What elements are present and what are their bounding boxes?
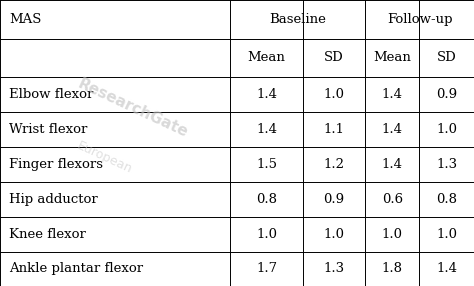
- Text: 1.0: 1.0: [436, 228, 457, 241]
- Text: 1.3: 1.3: [436, 158, 457, 171]
- Text: 1.0: 1.0: [256, 228, 277, 241]
- Text: 1.4: 1.4: [382, 158, 403, 171]
- Text: 1.5: 1.5: [256, 158, 277, 171]
- Text: ResearchGate: ResearchGate: [75, 77, 190, 141]
- Text: Follow-up: Follow-up: [387, 13, 452, 26]
- Text: SD: SD: [437, 51, 456, 64]
- Text: European: European: [74, 139, 134, 176]
- Text: Hip adductor: Hip adductor: [9, 193, 98, 206]
- Text: 1.4: 1.4: [256, 88, 277, 101]
- Text: Mean: Mean: [248, 51, 285, 64]
- Text: 0.8: 0.8: [256, 193, 277, 206]
- Text: Knee flexor: Knee flexor: [9, 228, 86, 241]
- Text: Elbow flexor: Elbow flexor: [9, 88, 94, 101]
- Text: SD: SD: [324, 51, 344, 64]
- Text: 1.8: 1.8: [382, 262, 403, 275]
- Text: 0.9: 0.9: [436, 88, 457, 101]
- Text: 0.6: 0.6: [382, 193, 403, 206]
- Text: Baseline: Baseline: [269, 13, 326, 26]
- Text: 1.4: 1.4: [256, 123, 277, 136]
- Text: MAS: MAS: [9, 13, 42, 26]
- Text: 1.0: 1.0: [382, 228, 403, 241]
- Text: 1.4: 1.4: [382, 123, 403, 136]
- Text: 1.0: 1.0: [436, 123, 457, 136]
- Text: Wrist flexor: Wrist flexor: [9, 123, 88, 136]
- Text: 1.2: 1.2: [324, 158, 345, 171]
- Text: Finger flexors: Finger flexors: [9, 158, 103, 171]
- Text: 1.7: 1.7: [256, 262, 277, 275]
- Text: 1.0: 1.0: [324, 228, 345, 241]
- Text: 1.4: 1.4: [436, 262, 457, 275]
- Text: Ankle plantar flexor: Ankle plantar flexor: [9, 262, 144, 275]
- Text: 1.4: 1.4: [382, 88, 403, 101]
- Text: 0.9: 0.9: [324, 193, 345, 206]
- Text: 1.1: 1.1: [324, 123, 345, 136]
- Text: 1.3: 1.3: [324, 262, 345, 275]
- Text: Mean: Mean: [374, 51, 411, 64]
- Text: 1.0: 1.0: [324, 88, 345, 101]
- Text: 0.8: 0.8: [436, 193, 457, 206]
